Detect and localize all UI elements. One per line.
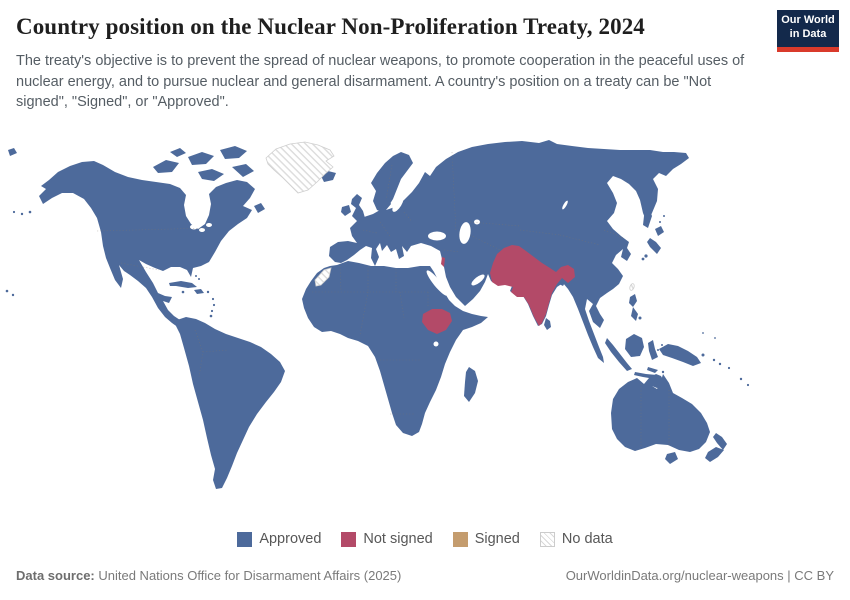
legend-label-no-data: No data <box>561 531 613 547</box>
region-japan <box>647 226 664 254</box>
region-no-data[interactable] <box>265 141 635 291</box>
region-new-guinea <box>659 344 701 366</box>
country-borders <box>96 151 670 448</box>
legend-item-approved[interactable]: Approved <box>237 531 321 547</box>
owid-url-link[interactable]: OurWorldinData.org/nuclear-weapons | CC … <box>565 568 834 583</box>
region-greenland <box>265 141 335 194</box>
region-sri-lanka <box>544 318 551 330</box>
region-cuba <box>169 281 197 288</box>
legend-label-signed: Signed <box>474 531 520 547</box>
region-scandinavia <box>371 152 413 212</box>
region-south-america <box>176 317 285 489</box>
data-source: Data source: United Nations Office for D… <box>16 568 401 583</box>
owid-logo-line1: Our World <box>781 14 835 26</box>
region-borneo <box>625 334 644 357</box>
region-philippines <box>629 294 638 321</box>
legend-swatch-approved <box>237 531 253 547</box>
legend-item-signed[interactable]: Signed <box>452 531 520 547</box>
chart-footer: Data source: United Nations Office for D… <box>16 568 834 583</box>
legend-label-approved: Approved <box>259 531 322 547</box>
region-western-sahara <box>314 267 332 287</box>
region-new-zealand <box>705 433 727 462</box>
legend-swatch-signed <box>452 531 468 547</box>
map-legend: Approved Not signed Signed No data <box>0 531 850 547</box>
region-israel <box>441 257 445 267</box>
legend-label-not-signed: Not signed <box>363 531 433 547</box>
legend-item-not-signed[interactable]: Not signed <box>341 531 433 547</box>
region-south-sudan <box>422 309 452 334</box>
data-source-label: Data source: <box>16 568 95 583</box>
legend-swatch-no-data <box>539 531 555 547</box>
region-madagascar <box>464 367 478 402</box>
region-sumatra <box>605 338 632 371</box>
owid-logo[interactable]: Our World in Data <box>777 10 839 52</box>
region-uk <box>351 194 365 222</box>
owid-logo-line2: in Data <box>789 28 827 41</box>
region-taiwan <box>629 283 635 291</box>
region-ireland <box>341 205 351 216</box>
inland-seas <box>190 196 568 347</box>
legend-swatch-not-signed <box>341 531 357 547</box>
region-north-america <box>39 161 255 331</box>
chart-subtitle: The treaty's objective is to prevent the… <box>16 53 745 111</box>
region-tasmania <box>665 452 678 464</box>
region-sulawesi <box>648 340 658 360</box>
region-india-pakistan <box>490 245 575 326</box>
region-approved-landmasses[interactable] <box>5 140 750 489</box>
region-not-signed[interactable] <box>422 245 575 334</box>
region-australia <box>611 374 710 452</box>
region-africa <box>302 261 488 436</box>
legend-item-no-data[interactable]: No data <box>539 531 613 547</box>
region-hawaii <box>5 289 9 293</box>
region-arctic-islands <box>153 146 254 181</box>
data-source-text: United Nations Office for Disarmament Af… <box>94 568 402 583</box>
chart-title: Country position on the Nuclear Non-Prol… <box>16 14 645 39</box>
